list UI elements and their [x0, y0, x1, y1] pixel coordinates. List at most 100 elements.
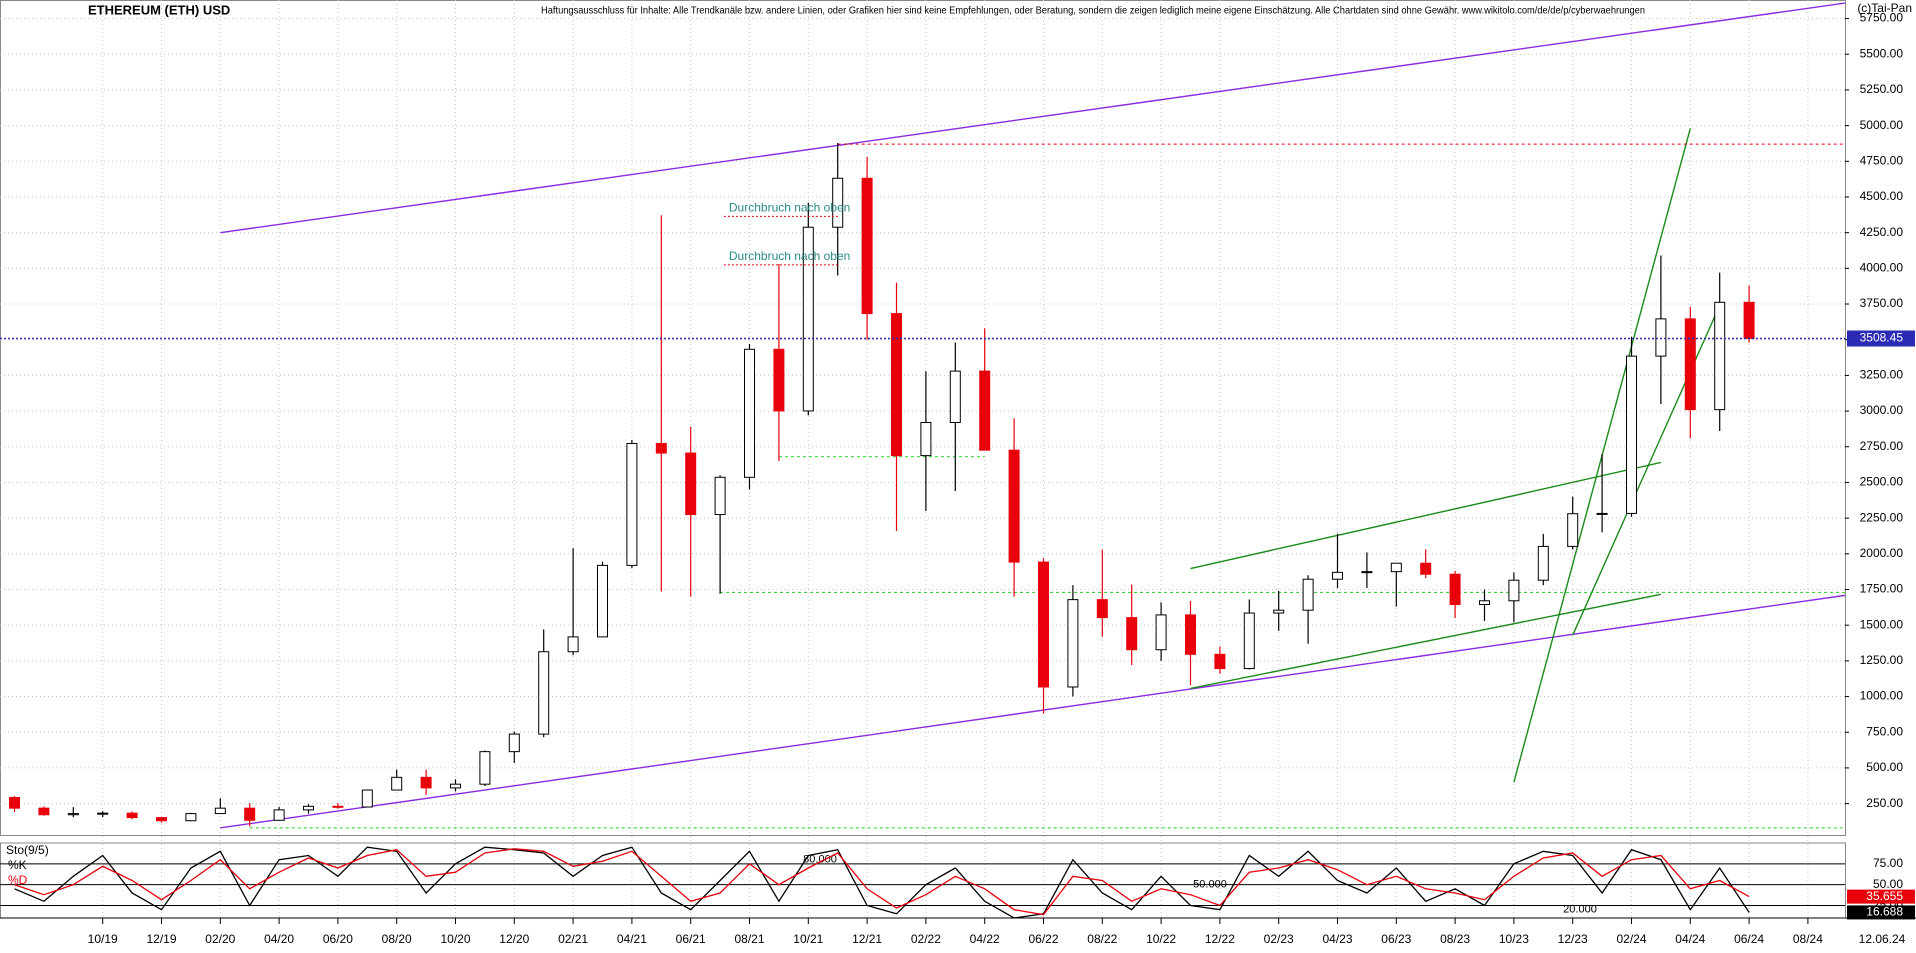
candle-body — [1214, 653, 1226, 670]
candle-body — [1714, 301, 1726, 411]
candle-body — [1626, 355, 1637, 514]
candle-body — [714, 476, 726, 516]
x-tick-label: 10/19 — [88, 932, 118, 946]
sto-plot: 80.000 50.000 20.000 — [0, 846, 1845, 919]
x-tick-label: 04/24 — [1675, 932, 1705, 946]
candle-body — [891, 313, 902, 457]
candle-body — [685, 452, 697, 516]
candle-body — [1567, 513, 1579, 547]
y-tick-label: 3250.00 — [1860, 368, 1904, 382]
candle-body — [1302, 578, 1314, 611]
trendline — [1190, 593, 1662, 690]
candle-body — [1273, 609, 1285, 614]
x-tick-label: 02/22 — [911, 932, 941, 946]
candle-body — [1684, 318, 1696, 411]
x-tick-label: 10/23 — [1499, 932, 1529, 946]
y-tick-label: 4000.00 — [1860, 261, 1904, 275]
candle-body — [979, 370, 991, 451]
candle-body — [1096, 599, 1108, 619]
candle-body — [949, 370, 961, 423]
y-tick-label: 1250.00 — [1860, 653, 1904, 667]
x-tick-label: 04/20 — [264, 932, 294, 946]
candle-body — [1655, 318, 1667, 357]
sto-last-label: 16.688 — [1866, 905, 1903, 919]
x-tick-label: 12/21 — [852, 932, 882, 946]
candle-body — [508, 733, 520, 753]
sto-title: Sto(9/5) — [6, 843, 49, 857]
x-tick-label: 04/22 — [970, 932, 1000, 946]
y-tick-label: 5500.00 — [1860, 46, 1904, 60]
x-tick-label: 12/23 — [1558, 932, 1588, 946]
candle-body — [1126, 617, 1138, 651]
candle-body — [244, 807, 256, 821]
candle-body — [802, 226, 814, 412]
candle-body — [273, 809, 285, 821]
candle-body — [450, 783, 461, 789]
x-tick-label: 04/21 — [617, 932, 647, 946]
y-tick-label: 2250.00 — [1860, 510, 1904, 524]
last-price-label: 3508.45 — [1860, 331, 1904, 345]
sto-y-tick-label: 50.00 — [1873, 877, 1903, 891]
candle-body — [597, 564, 608, 638]
candle-body — [1596, 512, 1608, 515]
plot: Durchbruch nach oben Durchbruch nach oben — [0, 2, 1845, 829]
x-tick-label: 12/19 — [146, 932, 176, 946]
x-tick-label: 08/23 — [1440, 932, 1470, 946]
y-tick-label: 750.00 — [1866, 724, 1903, 738]
x-tick-label: 04/23 — [1322, 932, 1352, 946]
x-tick-label: 06/24 — [1734, 932, 1764, 946]
candle-body — [1743, 301, 1755, 340]
x-tick-label: 06/20 — [323, 932, 353, 946]
grid — [0, 0, 1845, 918]
candle-body — [185, 813, 197, 822]
candle-body — [861, 177, 873, 315]
x-tick-label: 10/22 — [1146, 932, 1176, 946]
candle-body — [1155, 614, 1167, 651]
y-tick-label: 4750.00 — [1860, 153, 1904, 167]
candle-body — [1479, 600, 1490, 605]
x-tick-label: 12/20 — [499, 932, 529, 946]
candle-body — [361, 789, 373, 808]
x-tick-label: 08/21 — [734, 932, 764, 946]
y-tick-label: 1000.00 — [1860, 689, 1904, 703]
legend-entry: %D — [8, 873, 28, 887]
annotation: Durchbruch nach oben — [729, 201, 850, 215]
x-tick-label: 06/21 — [676, 932, 706, 946]
y-tick-label: 5750.00 — [1860, 11, 1904, 25]
trendline — [220, 2, 1845, 234]
sto-last-box — [1847, 905, 1915, 920]
candle-body — [1038, 561, 1049, 688]
y-tick-label: 3000.00 — [1860, 403, 1904, 417]
candle-body — [479, 751, 491, 785]
y-tick-label: 4250.00 — [1860, 225, 1904, 239]
x-tick-label: 02/21 — [558, 932, 588, 946]
y-tick-label: 2000.00 — [1860, 546, 1904, 560]
last-price-box — [1847, 330, 1915, 347]
x-tick-label: 08/20 — [382, 932, 412, 946]
candle-body — [626, 442, 638, 566]
candle-body — [420, 776, 432, 789]
candle-body — [832, 177, 844, 228]
axes: 250.00 500.00 750.00 1000.00 1250.00 1500.00 1… — [0, 11, 1916, 946]
candle-body — [1008, 449, 1020, 563]
level-label: 20.000 — [1563, 904, 1597, 916]
candle-body — [1537, 545, 1549, 581]
source: (c)Tai-Pan — [1857, 1, 1912, 15]
x-tick-label: 10/20 — [440, 932, 470, 946]
y-tick-label: 5000.00 — [1860, 118, 1904, 132]
y-tick-label: 1500.00 — [1860, 617, 1904, 631]
candle-body — [538, 651, 550, 735]
x-tick-label: 06/23 — [1381, 932, 1411, 946]
y-tick-label: 4500.00 — [1860, 189, 1904, 203]
candle-body — [9, 796, 20, 809]
candle-body — [1449, 573, 1461, 605]
y-tick-label: 2750.00 — [1860, 439, 1904, 453]
x-tick-label: 12/22 — [1205, 932, 1235, 946]
candle-body — [655, 442, 667, 454]
sto-y-tick-label: 75.00 — [1873, 856, 1903, 870]
x-tick-label: 08/22 — [1087, 932, 1117, 946]
price-frame — [0, 0, 1846, 836]
trendline — [220, 594, 1845, 829]
